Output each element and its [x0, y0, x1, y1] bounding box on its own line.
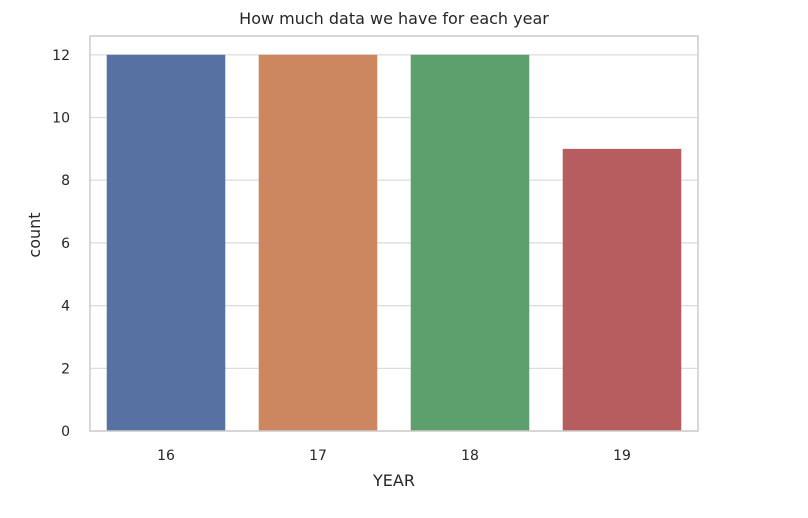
y-tick-label: 8: [61, 173, 70, 189]
y-tick-label: 10: [52, 111, 70, 127]
bar-19: [562, 148, 682, 431]
bar-18: [410, 54, 530, 432]
y-tick-label: 4: [61, 299, 70, 315]
y-tick-label: 2: [61, 361, 70, 377]
x-axis-label: YEAR: [372, 471, 415, 490]
plot-frame: [89, 35, 699, 432]
x-tick-label: 18: [461, 448, 479, 464]
y-axis-label: count: [25, 212, 44, 257]
y-tick-label: 6: [61, 236, 70, 252]
x-tick-label: 19: [613, 448, 631, 464]
y-tick-label: 0: [61, 424, 70, 440]
x-tick-label: 16: [157, 448, 175, 464]
bars: [106, 54, 682, 432]
x-tick-label: 17: [309, 448, 327, 464]
x-axis-ticks: 16 17 18 19: [157, 448, 631, 464]
y-tick-label: 12: [52, 48, 70, 64]
y-axis-ticks: 0 2 4 6 8 10 12: [52, 48, 70, 440]
bar-16: [106, 54, 226, 432]
bar-17: [258, 54, 378, 432]
chart-title: How much data we have for each year: [239, 9, 549, 28]
